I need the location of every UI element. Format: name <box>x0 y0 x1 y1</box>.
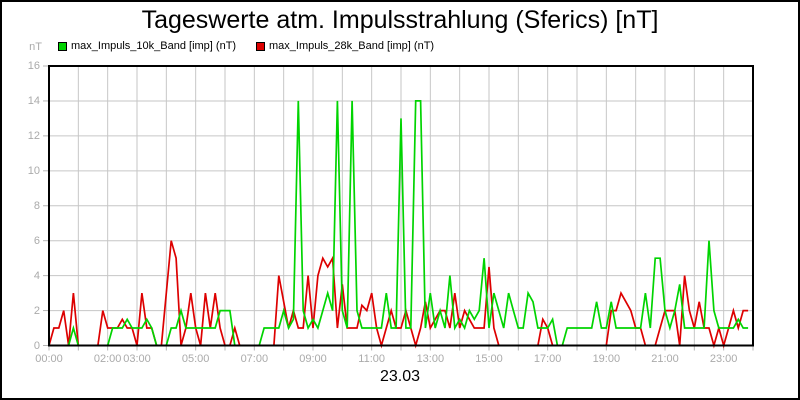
x-tick-label: 21:00 <box>651 352 679 365</box>
y-axis-unit-label: nT <box>29 41 42 53</box>
x-tick-label: 03:00 <box>123 352 151 365</box>
y-tick-label: 6 <box>33 234 40 247</box>
x-tick-label: 11:00 <box>358 352 386 365</box>
legend-label-10k: max_Impuls_10k_Band [imp] (nT) <box>71 40 237 52</box>
series-line-max_Impuls_10k_Band [imp] (nT) <box>49 100 749 347</box>
x-tick-label: 17:00 <box>533 352 562 365</box>
legend-label-28k: max_Impuls_28k_Band [imp] (nT) <box>269 40 435 52</box>
legend-swatch-28k-icon <box>256 41 265 51</box>
x-tick-label: 13:00 <box>416 352 445 365</box>
plot-border <box>48 65 754 347</box>
x-tick-label: 07:00 <box>240 352 269 365</box>
chart-title: Tageswerte atm. Impulsstrahlung (Sferics… <box>141 6 659 34</box>
series-line-max_Impuls_28k_Band [imp] (nT) <box>48 240 749 349</box>
legend-item-10k-band: max_Impuls_10k_Band [imp] (nT) <box>58 40 236 52</box>
y-tick-label: 0 <box>33 339 40 352</box>
y-tick-label: 4 <box>33 269 40 282</box>
x-tick-label: 15:00 <box>475 352 503 365</box>
legend-swatch-10k-icon <box>58 41 67 51</box>
y-tick-label: 10 <box>27 164 40 177</box>
x-axis-date-label: 23.03 <box>379 368 421 385</box>
y-tick-label: 2 <box>33 304 40 317</box>
legend-item-28k-band: max_Impuls_28k_Band [imp] (nT) <box>256 40 434 52</box>
x-tick-label: 02:00 <box>93 352 122 365</box>
chart-plot-area <box>43 65 754 351</box>
x-tick-label: 09:00 <box>299 352 327 365</box>
x-tick-label: 19:00 <box>592 352 621 365</box>
y-tick-label: 14 <box>27 94 40 107</box>
x-tick-label: 05:00 <box>181 352 210 365</box>
y-tick-label: 8 <box>33 199 40 212</box>
y-tick-label: 16 <box>27 60 40 72</box>
y-tick-label: 12 <box>27 129 40 142</box>
x-tick-label: 23:00 <box>709 352 738 365</box>
x-tick-label: 00:00 <box>35 352 63 365</box>
